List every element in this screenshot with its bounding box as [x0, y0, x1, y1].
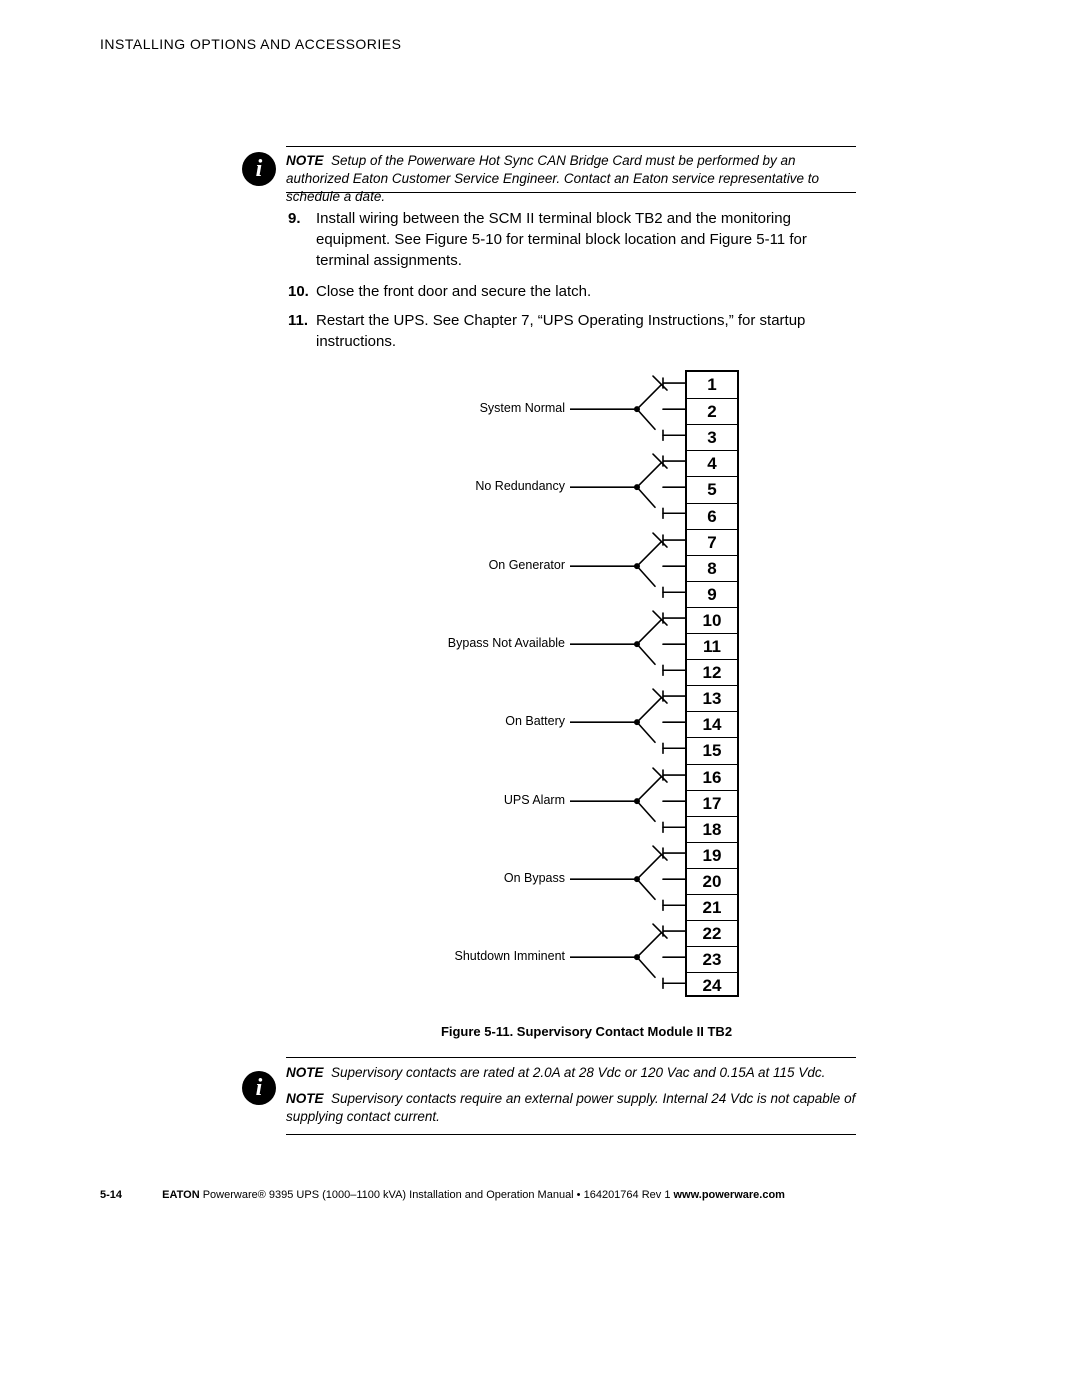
relay-contact-icon — [570, 918, 685, 996]
figure-caption: Figure 5-11. Supervisory Contact Module … — [434, 1024, 739, 1039]
terminal-pin: 20 — [687, 868, 737, 894]
signal-label: UPS Alarm — [425, 793, 565, 807]
note-lead: NOTE — [286, 1091, 324, 1106]
info-icon: i — [242, 1071, 276, 1105]
note-block-3: NOTE Supervisory contacts require an ext… — [286, 1090, 856, 1126]
signal-label: On Bypass — [425, 871, 565, 885]
terminal-pin: 19 — [687, 842, 737, 868]
terminal-pin: 23 — [687, 946, 737, 972]
signal-label: Shutdown Imminent — [425, 949, 565, 963]
note-block-1: NOTE Setup of the Powerware Hot Sync CAN… — [286, 152, 856, 207]
terminal-pin: 13 — [687, 685, 737, 711]
info-icon: i — [242, 152, 276, 186]
step-10: 10.Close the front door and secure the l… — [288, 281, 858, 302]
step-11: 11.Restart the UPS. See Chapter 7, “UPS … — [288, 310, 858, 352]
signal-label: On Battery — [425, 714, 565, 728]
terminal-pin: 24 — [687, 972, 737, 998]
terminal-pin: 12 — [687, 659, 737, 685]
relay-contact-icon — [570, 527, 685, 605]
relay-contact-icon — [570, 370, 685, 448]
signal-label: Bypass Not Available — [425, 636, 565, 650]
step-text: Restart the UPS. See Chapter 7, “UPS Ope… — [316, 310, 846, 352]
terminal-pin: 16 — [687, 764, 737, 790]
note-text: Supervisory contacts require an external… — [286, 1091, 855, 1124]
divider — [286, 146, 856, 147]
footer-url: www.powerware.com — [674, 1189, 785, 1201]
figure-5-11: 123456789101112131415161718192021222324 … — [434, 370, 739, 1005]
step-9: 9.Install wiring between the SCM II term… — [288, 208, 858, 271]
divider — [286, 192, 856, 193]
terminal-pin: 5 — [687, 476, 737, 502]
document-page: INSTALLING OPTIONS AND ACCESSORIES i NOT… — [0, 0, 1080, 1397]
divider — [286, 1057, 856, 1058]
terminal-pin: 8 — [687, 555, 737, 581]
step-text: Install wiring between the SCM II termin… — [316, 208, 846, 271]
terminal-pin: 22 — [687, 920, 737, 946]
divider — [286, 1134, 856, 1135]
step-number: 9. — [288, 208, 316, 229]
page-footer: 5-14 EATON Powerware® 9395 UPS (1000–110… — [100, 1189, 980, 1201]
terminal-pin: 21 — [687, 894, 737, 920]
terminal-pin: 2 — [687, 398, 737, 424]
signal-label: No Redundancy — [425, 479, 565, 493]
terminal-pin: 15 — [687, 737, 737, 763]
signal-label: System Normal — [425, 401, 565, 415]
note-text: Supervisory contacts are rated at 2.0A a… — [331, 1065, 825, 1080]
terminal-pin: 6 — [687, 503, 737, 529]
terminal-pin: 17 — [687, 790, 737, 816]
step-number: 10. — [288, 281, 316, 302]
page-number: 5-14 — [100, 1189, 122, 1201]
relay-contact-icon — [570, 605, 685, 683]
terminal-pin: 4 — [687, 450, 737, 476]
step-number: 11. — [288, 310, 316, 331]
terminal-pin: 18 — [687, 816, 737, 842]
note-block-2: NOTE Supervisory contacts are rated at 2… — [286, 1064, 856, 1082]
terminal-block-tb2: 123456789101112131415161718192021222324 — [685, 370, 739, 997]
terminal-pin: 3 — [687, 424, 737, 450]
footer-brand: EATON — [162, 1189, 200, 1201]
terminal-pin: 9 — [687, 581, 737, 607]
note-text: Setup of the Powerware Hot Sync CAN Brid… — [286, 153, 819, 204]
terminal-pin: 7 — [687, 529, 737, 555]
section-header: INSTALLING OPTIONS AND ACCESSORIES — [100, 36, 401, 52]
note-lead: NOTE — [286, 1065, 324, 1080]
relay-contact-icon — [570, 762, 685, 840]
terminal-pin: 11 — [687, 633, 737, 659]
terminal-pin: 1 — [687, 372, 737, 398]
terminal-pin: 10 — [687, 607, 737, 633]
relay-contact-icon — [570, 683, 685, 761]
relay-contact-icon — [570, 448, 685, 526]
signal-label: On Generator — [425, 558, 565, 572]
relay-contact-icon — [570, 840, 685, 918]
terminal-pin: 14 — [687, 711, 737, 737]
step-text: Close the front door and secure the latc… — [316, 281, 846, 302]
note-lead: NOTE — [286, 153, 324, 168]
footer-text: Powerware® 9395 UPS (1000–1100 kVA) Inst… — [200, 1189, 674, 1201]
